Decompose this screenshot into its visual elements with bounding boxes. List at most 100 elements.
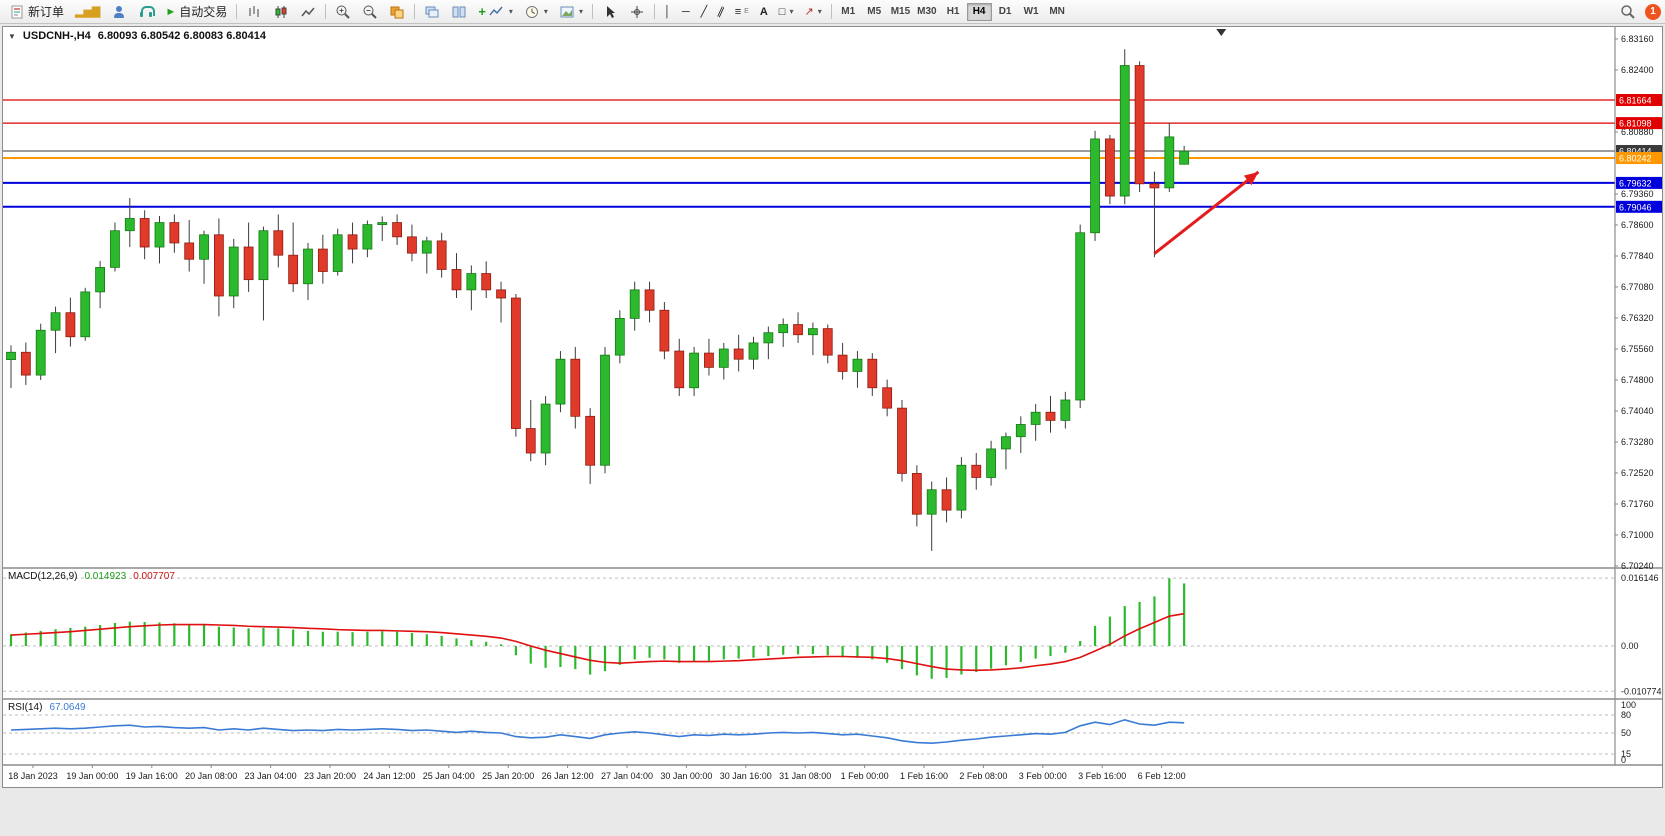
fibonacci-tool-button[interactable]: ≡ E bbox=[730, 2, 754, 22]
search-button[interactable] bbox=[1615, 2, 1641, 22]
svg-text:23 Jan 04:00: 23 Jan 04:00 bbox=[245, 771, 297, 781]
zoom-in-icon bbox=[336, 5, 351, 19]
svg-text:31 Jan 08:00: 31 Jan 08:00 bbox=[779, 771, 831, 781]
timeframe-m30[interactable]: M30 bbox=[917, 6, 937, 17]
svg-text:6.73280: 6.73280 bbox=[1621, 437, 1654, 447]
svg-text:50: 50 bbox=[1621, 728, 1631, 738]
toolbar-separator bbox=[325, 4, 327, 19]
svg-text:30 Jan 16:00: 30 Jan 16:00 bbox=[720, 771, 772, 781]
vertical-line-tool-button[interactable]: │ bbox=[659, 2, 676, 22]
panel-separator-rsi[interactable] bbox=[3, 697, 1662, 701]
arrow-tool-icon: ↗ bbox=[804, 5, 814, 18]
svg-text:23 Jan 20:00: 23 Jan 20:00 bbox=[304, 771, 356, 781]
main-toolbar: 新订单 ▂▅▇ ► 自动交易 + ▾ ▾ ▾ │ ─ ╱ ∥ ≡ E A □ ▾ ↗ ▾… bbox=[0, 0, 1665, 24]
timeframe-h1[interactable]: H1 bbox=[946, 6, 960, 17]
support-button[interactable] bbox=[133, 2, 159, 22]
timeframe-mn[interactable]: MN bbox=[1049, 6, 1065, 17]
timeframe-m15[interactable]: M15 bbox=[890, 6, 911, 17]
price-axis[interactable] bbox=[1615, 27, 1662, 765]
chevron-down-icon: ▾ bbox=[543, 7, 548, 16]
svg-text:100: 100 bbox=[1621, 700, 1636, 710]
svg-text:6.79360: 6.79360 bbox=[1621, 189, 1654, 199]
fibonacci-icon: ≡ bbox=[734, 5, 742, 18]
svg-text:2 Feb 08:00: 2 Feb 08:00 bbox=[959, 771, 1007, 781]
template-image-icon bbox=[560, 6, 574, 17]
line-chart-mode-button[interactable] bbox=[295, 2, 321, 22]
trendline-icon: ╱ bbox=[700, 5, 708, 18]
notification-badge[interactable]: 1 bbox=[1645, 3, 1661, 20]
timeframe-m5[interactable]: M5 bbox=[867, 6, 882, 17]
market-watch-button[interactable]: ▂▅▇ bbox=[70, 2, 105, 22]
period-button[interactable]: ▾ bbox=[519, 2, 553, 22]
template-button[interactable]: ▾ bbox=[554, 2, 588, 22]
indicator-chart-icon bbox=[489, 6, 503, 15]
shapes-tool-button[interactable]: □ ▾ bbox=[774, 2, 799, 22]
svg-text:6.79632: 6.79632 bbox=[1619, 178, 1652, 188]
profile-button[interactable] bbox=[106, 2, 132, 22]
panel-separator-macd[interactable] bbox=[3, 566, 1662, 570]
add-indicator-icon: + bbox=[478, 3, 486, 19]
candlestick-chart-icon bbox=[275, 5, 287, 18]
svg-text:1 Feb 16:00: 1 Feb 16:00 bbox=[900, 771, 948, 781]
bar-chart-icon bbox=[249, 5, 259, 17]
svg-text:6.72520: 6.72520 bbox=[1621, 468, 1654, 478]
cursor-tool-button[interactable] bbox=[597, 2, 623, 22]
toolbar-separator bbox=[591, 4, 593, 19]
timeframe-w1[interactable]: W1 bbox=[1023, 6, 1039, 17]
zoom-in-button[interactable] bbox=[330, 2, 356, 22]
svg-text:6.74040: 6.74040 bbox=[1621, 406, 1654, 416]
toolbar-separator bbox=[653, 4, 655, 19]
arrange-windows-button[interactable] bbox=[446, 2, 472, 22]
text-tool-button[interactable]: A bbox=[755, 2, 773, 22]
auto-trading-button[interactable]: ► 自动交易 bbox=[160, 2, 232, 22]
crosshair-tool-button[interactable] bbox=[624, 2, 650, 22]
chart-canvas[interactable]: 6.83160 6.82400 6.80880 6.79360 6.78600 6.778… bbox=[3, 27, 1662, 787]
add-indicator-button[interactable]: + ▾ bbox=[473, 2, 518, 22]
timeframe-h4[interactable]: H4 bbox=[966, 2, 992, 21]
svg-text:6.81098: 6.81098 bbox=[1619, 119, 1652, 129]
svg-text:15: 15 bbox=[1621, 749, 1631, 759]
svg-text:6.77840: 6.77840 bbox=[1621, 251, 1654, 261]
svg-text:6.80242: 6.80242 bbox=[1619, 154, 1652, 164]
svg-text:27 Jan 04:00: 27 Jan 04:00 bbox=[601, 771, 653, 781]
toolbar-separator bbox=[414, 4, 416, 19]
svg-text:6.77080: 6.77080 bbox=[1621, 282, 1654, 292]
horizontal-line-tool-button[interactable]: ─ bbox=[677, 2, 695, 22]
svg-text:6.82400: 6.82400 bbox=[1621, 65, 1654, 75]
svg-text:6.75560: 6.75560 bbox=[1621, 344, 1654, 354]
time-axis[interactable] bbox=[3, 765, 1615, 787]
svg-text:0.00: 0.00 bbox=[1621, 641, 1639, 651]
text-tool-icon: A bbox=[759, 5, 768, 18]
new-order-icon bbox=[11, 5, 23, 18]
timeframe-m1[interactable]: M1 bbox=[841, 6, 856, 17]
tile-windows-button[interactable] bbox=[384, 2, 410, 22]
svg-text:80: 80 bbox=[1621, 710, 1631, 720]
bar-chart-mode-button[interactable] bbox=[241, 2, 267, 22]
svg-text:6.70240: 6.70240 bbox=[1621, 561, 1654, 571]
chart-window: 6.83160 6.82400 6.80880 6.79360 6.78600 6.778… bbox=[2, 26, 1663, 788]
arrows-tool-button[interactable]: ↗ ▾ bbox=[799, 2, 826, 22]
chevron-down-icon: ▾ bbox=[817, 7, 822, 16]
vertical-line-icon: │ bbox=[663, 5, 671, 18]
chart-dropdown-icon[interactable]: ▼ bbox=[8, 32, 16, 41]
zoom-out-icon bbox=[363, 5, 378, 19]
chevron-down-icon: ▾ bbox=[789, 7, 794, 16]
trendline-tool-button[interactable]: ╱ bbox=[696, 2, 713, 22]
horizontal-line-icon: ─ bbox=[681, 5, 690, 18]
new-order-button[interactable]: 新订单 bbox=[4, 2, 69, 22]
svg-text:6.78600: 6.78600 bbox=[1621, 220, 1654, 230]
timeframe-d1[interactable]: D1 bbox=[998, 6, 1012, 17]
new-order-label: 新订单 bbox=[28, 5, 65, 19]
svg-text:-0.010774: -0.010774 bbox=[1621, 686, 1662, 696]
channel-icon: ∥ bbox=[715, 4, 727, 19]
svg-text:6.71760: 6.71760 bbox=[1621, 499, 1654, 509]
cascade-windows-button[interactable] bbox=[419, 2, 445, 22]
svg-text:6.79046: 6.79046 bbox=[1619, 202, 1652, 212]
zoom-out-button[interactable] bbox=[357, 2, 383, 22]
svg-text:6.74800: 6.74800 bbox=[1621, 375, 1654, 385]
candlestick-mode-button[interactable] bbox=[268, 2, 294, 22]
channel-tool-button[interactable]: ∥ bbox=[713, 2, 729, 22]
shapes-icon: □ bbox=[778, 5, 786, 18]
svg-text:6.83160: 6.83160 bbox=[1621, 34, 1654, 44]
arrange-windows-icon bbox=[452, 6, 466, 17]
